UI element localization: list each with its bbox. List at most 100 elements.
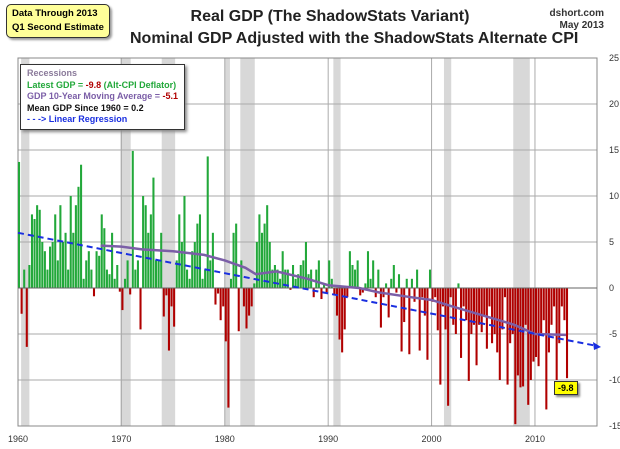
y-tick-label: 25 — [609, 53, 619, 63]
gdp-bar — [372, 260, 375, 288]
gdp-bar — [403, 288, 406, 323]
y-tick-label: 15 — [609, 145, 619, 155]
legend-recessions: Recessions — [27, 68, 78, 78]
gdp-bar — [343, 288, 346, 330]
gdp-bar — [56, 260, 59, 288]
gdp-bar — [258, 214, 261, 288]
y-tick-label: 20 — [609, 99, 619, 109]
gdp-bar — [100, 214, 103, 288]
gdp-bar — [134, 269, 137, 288]
gdp-bar — [183, 196, 186, 288]
gdp-bar — [405, 278, 408, 288]
gdp-bar — [553, 288, 556, 307]
gdp-bar — [534, 288, 538, 357]
gdp-bar — [514, 288, 517, 425]
gdp-bar — [379, 288, 382, 328]
note-line2: Q1 Second Estimate — [12, 22, 104, 33]
y-tick-label: 5 — [609, 237, 614, 247]
gdp-bar — [38, 209, 41, 288]
gdp-bar — [49, 246, 52, 288]
gdp-bar — [467, 288, 470, 381]
gdp-bar — [147, 232, 150, 288]
gdp-bar — [209, 260, 212, 288]
gdp-bar — [217, 288, 220, 294]
gdp-bar — [186, 269, 189, 288]
gdp-bar — [317, 260, 320, 288]
gdp-bar — [387, 288, 390, 318]
gdp-bar — [248, 288, 251, 316]
gdp-bar — [397, 274, 401, 288]
gdp-bar — [537, 288, 540, 367]
legend-latest-value: -9.8 — [85, 79, 102, 90]
gdp-bar — [214, 288, 217, 305]
chart-subtitle: Nominal GDP Adjusted with the ShadowStat… — [130, 30, 579, 47]
gdp-bar — [491, 288, 494, 344]
gdp-bar — [72, 232, 75, 288]
gdp-bar — [400, 288, 403, 352]
gdp-bar — [485, 288, 488, 349]
gdp-bar — [418, 288, 421, 351]
legend-regression: - - -> Linear Regression — [27, 114, 128, 124]
gdp-bar — [465, 288, 468, 321]
gdp-bar — [157, 260, 160, 288]
gdp-bar — [59, 205, 62, 288]
gdp-bar — [506, 288, 509, 385]
gdp-bar — [175, 260, 178, 288]
gdp-bar — [439, 288, 442, 385]
gdp-bar — [198, 214, 202, 288]
gdp-bar — [121, 288, 124, 311]
gdp-bar — [237, 288, 240, 332]
gdp-bar — [211, 232, 214, 288]
gdp-bar — [232, 232, 235, 288]
gdp-bar — [307, 274, 310, 288]
gdp-bar — [54, 214, 57, 288]
gdp-bar — [193, 242, 196, 288]
gdp-bar — [436, 288, 439, 331]
gdp-bar — [167, 288, 170, 351]
gdp-bar — [201, 278, 204, 288]
gdp-bar — [123, 278, 127, 288]
gdp-bar — [268, 242, 271, 288]
gdp-bar — [46, 269, 49, 288]
gdp-bar — [330, 278, 333, 288]
gdp-bar — [462, 288, 465, 307]
gdp-bar — [361, 288, 364, 293]
gdp-bar — [255, 242, 258, 288]
gdp-bar — [560, 288, 563, 307]
gdp-bar — [126, 260, 129, 288]
gdp-bar — [426, 288, 429, 360]
gdp-bar — [328, 260, 331, 288]
gdp-bar — [113, 278, 116, 288]
gdp-bar — [509, 288, 512, 344]
gdp-bar — [540, 288, 543, 334]
gdp-bar — [408, 288, 411, 355]
gdp-bar — [385, 283, 388, 288]
gdp-bar — [351, 265, 354, 288]
gdp-bar — [28, 265, 31, 288]
legend-latest: Latest GDP = -9.8 (Alt-CPI Deflator) — [27, 80, 178, 92]
gdp-bar — [410, 278, 413, 288]
gdp-bar — [447, 288, 450, 406]
gdp-bar — [87, 251, 90, 288]
gdp-bar — [142, 196, 145, 288]
gdp-bar — [286, 269, 289, 288]
y-tick-label: -10 — [609, 375, 620, 385]
legend-latest-suffix: (Alt-CPI Deflator) — [101, 79, 177, 90]
gdp-bar — [30, 214, 33, 288]
gdp-bar — [139, 288, 142, 330]
gdp-bar — [348, 251, 351, 288]
gdp-bar — [98, 255, 101, 288]
gdp-bar — [64, 232, 67, 288]
gdp-bar — [279, 278, 282, 288]
gdp-bar — [297, 274, 300, 288]
gdp-bar — [108, 274, 111, 288]
gdp-bar — [33, 219, 36, 288]
gdp-bar — [144, 205, 147, 288]
regression-line — [17, 231, 598, 347]
gdp-bar — [488, 288, 491, 307]
gdp-bar — [196, 223, 199, 288]
gdp-bar — [457, 283, 460, 288]
gdp-bar — [356, 260, 359, 288]
gdp-bar — [369, 278, 372, 288]
gdp-bar — [92, 288, 96, 297]
